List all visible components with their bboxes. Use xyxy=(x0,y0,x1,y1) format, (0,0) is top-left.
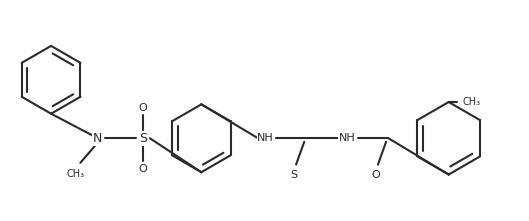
Text: S: S xyxy=(139,132,147,145)
Text: O: O xyxy=(371,170,380,180)
Text: CH₃: CH₃ xyxy=(67,169,85,179)
Text: NH: NH xyxy=(339,133,356,143)
Text: CH₃: CH₃ xyxy=(462,97,480,107)
Text: O: O xyxy=(139,164,147,174)
Text: O: O xyxy=(139,103,147,113)
Text: S: S xyxy=(290,170,297,180)
Text: NH: NH xyxy=(257,133,274,143)
Text: N: N xyxy=(93,132,103,145)
